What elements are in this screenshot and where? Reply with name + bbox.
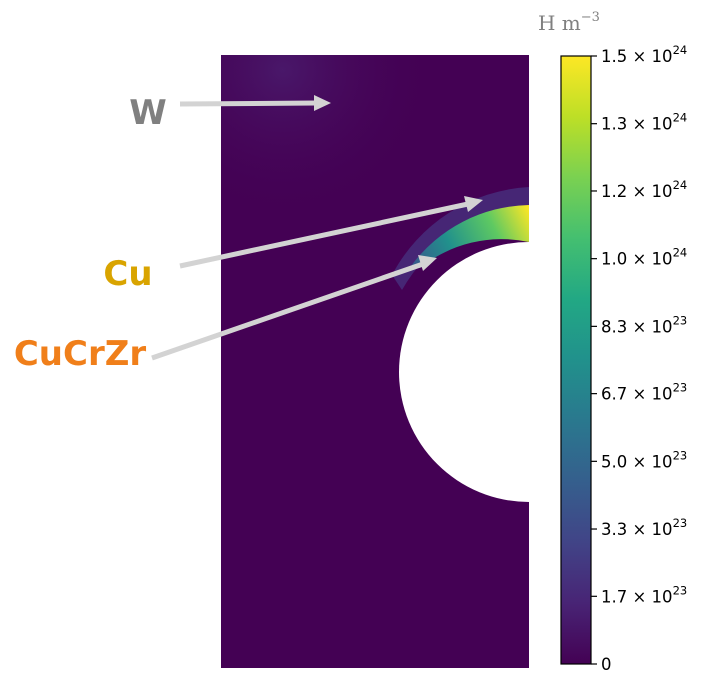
colorbar-tick-label: 5.0 × 1023: [601, 448, 687, 471]
colorbar-gradient: [560, 55, 592, 665]
colorbar-unit-label: H m−3: [538, 10, 600, 35]
label-w: W: [129, 93, 167, 133]
colorbar-tick-label: 1.7 × 1023: [601, 583, 687, 606]
arrow-cucrzr: [151, 255, 437, 361]
label-cu: Cu: [103, 254, 152, 294]
colorbar: H m−3 1.5 × 1024 1.3 × 1024 1.2 × 1024 1.0 …: [538, 10, 687, 674]
annotation-arrows: [151, 95, 483, 361]
colorbar-tick-label: 3.3 × 1023: [601, 516, 687, 539]
colorbar-tick-label: 1.3 × 1024: [601, 111, 687, 134]
label-cucrzr: CuCrZr: [14, 334, 147, 374]
colorbar-tick-label: 0: [601, 655, 612, 674]
cooling-pipe-hole: [399, 242, 529, 502]
colorbar-tick-label: 1.2 × 1024: [601, 178, 687, 201]
colorbar-ticks: 1.5 × 1024 1.3 × 1024 1.2 × 1024 1.0 × 1024…: [591, 43, 687, 674]
colorbar-tick-label: 1.5 × 1024: [601, 43, 687, 66]
arrow-cu: [179, 196, 483, 269]
colorbar-tick-label: 1.0 × 1024: [601, 246, 687, 269]
colorbar-tick-label: 6.7 × 1023: [601, 381, 687, 404]
colorbar-tick-label: 8.3 × 1023: [601, 313, 687, 336]
cucrzr-high-concentration-band: [411, 205, 529, 268]
field-plot: [221, 55, 529, 668]
arrow-w: [179, 95, 331, 111]
